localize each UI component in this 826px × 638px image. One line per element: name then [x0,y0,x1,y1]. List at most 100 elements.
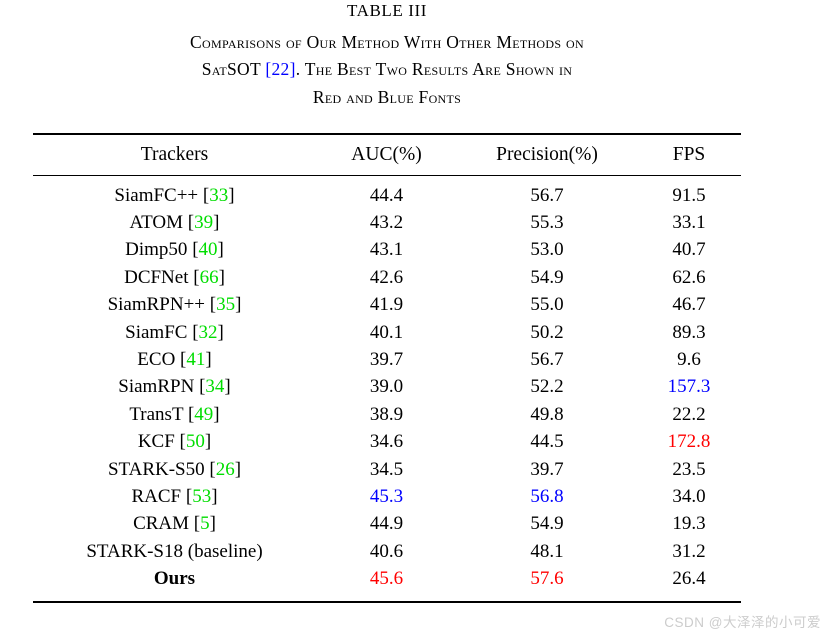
citation-number: 35 [216,294,236,316]
auc-cell: 42.6 [369,266,404,288]
auc-cell: 34.6 [369,431,404,453]
bracket-open: [ [202,184,210,206]
citation-ref[interactable]: [33] [203,185,235,206]
fps-cell: 89.3 [672,321,706,343]
table-number: TABLE III [346,1,428,20]
tracker-name: SiamRPN [118,376,195,398]
tracker-cell: CRAM [5] [33,511,316,538]
precision-cell: 56.7 [530,349,564,371]
table-row: SiamFC [32] 40.1 50.2 89.3 [33,319,741,346]
tracker-cell: Dimp50 [40] [33,237,316,264]
bracket-open: [ [193,266,200,288]
citation-number: 40 [198,239,218,261]
precision-cell: 55.0 [530,294,564,316]
citation-ref[interactable]: [40] [192,239,224,260]
bracket-open: [ [185,485,193,507]
caption-text-post: . The Best Two Results Are Shown in [295,59,573,80]
tracker-cell: TransT [49] [33,401,316,428]
citation-ref[interactable]: [53] [186,486,218,507]
bracket-close: ] [228,184,235,206]
fps-cell: 34.0 [672,485,706,507]
citation-ref[interactable]: [35] [210,294,242,315]
table-row: SiamRPN [34] 39.0 52.2 157.3 [33,374,741,401]
citation-ref[interactable]: [32] [192,322,224,343]
auc-cell: 40.1 [369,321,404,343]
fps-cell: 40.7 [672,239,706,261]
precision-cell: 53.0 [530,239,564,261]
tracker-cell: SiamRPN++ [35] [33,292,316,319]
bracket-close: ] [209,513,216,535]
precision-cell: 48.1 [530,540,564,562]
column-header-fps: FPS [637,134,741,176]
auc-cell: 45.6 [369,568,404,590]
fps-cell: 19.3 [672,513,706,535]
bracket-close: ] [204,431,212,453]
citation-ref[interactable]: [34] [199,376,231,397]
precision-cell: 39.7 [530,458,564,480]
bracket-open: [ [179,431,186,453]
citation-number: 33 [209,184,229,206]
precision-cell: 54.9 [530,266,564,288]
paper-table-block: TABLE III Comparisons of Our Method With… [33,0,741,111]
table-row: STARK-S50 [26] 34.5 39.7 23.5 [33,456,741,483]
citation-number: 53 [192,485,212,507]
auc-cell: 40.6 [369,540,404,562]
precision-cell: 49.8 [530,403,564,425]
bracket-close: ] [205,349,212,371]
tracker-name: KCF [137,431,175,453]
tracker-cell: Ours [33,565,316,601]
citation-ref[interactable]: [49] [188,404,220,425]
header-row: Trackers AUC(%) Precision(%) FPS [33,134,741,176]
citation-number: 26 [215,458,235,480]
table-caption: Comparisons of Our Method With Other Met… [33,29,741,111]
auc-cell: 41.9 [369,294,404,316]
table-body: SiamFC++ [33] 44.4 56.7 91.5 ATOM [39] 4… [33,176,741,602]
bracket-open: [ [209,294,217,316]
precision-cell: 57.6 [530,568,564,590]
citation-number: 50 [185,431,205,453]
fps-cell: 23.5 [672,458,706,480]
precision-cell: 52.2 [530,376,564,398]
citation-ref[interactable]: [5] [194,513,216,534]
bracket-open: [ [193,513,201,535]
table-row: ATOM [39] 43.2 55.3 33.1 [33,209,741,236]
fps-cell: 26.4 [672,568,706,590]
precision-cell: 50.2 [530,321,564,343]
fps-cell: 157.3 [667,376,711,398]
table-row: SiamRPN++ [35] 41.9 55.0 46.7 [33,292,741,319]
precision-cell: 56.8 [530,485,564,507]
precision-cell: 55.3 [530,212,564,234]
tracker-cell: RACF [53] [33,483,316,510]
column-header-precision: Precision(%) [457,134,637,176]
citation-ref[interactable]: [41] [180,349,212,370]
fps-cell: 22.2 [672,403,706,425]
tracker-name: SiamFC [125,321,188,343]
citation-ref[interactable]: [50] [180,431,212,452]
bracket-open: [ [180,349,187,371]
caption-text-pre: SatSOT [201,59,266,80]
watermark: CSDN @大泽泽的小可爱 [664,615,821,630]
citation-ref[interactable]: [26] [209,459,241,480]
fps-cell: 91.5 [672,184,706,206]
tracker-name: RACF [131,485,182,507]
tracker-name: STARK-S50 [107,458,205,480]
table-row: DCFNet [66] 42.6 54.9 62.6 [33,264,741,291]
fps-cell: 33.1 [672,212,706,234]
citation-ref[interactable]: [39] [188,212,220,233]
table-row: SiamFC++ [33] 44.4 56.7 91.5 [33,176,741,210]
auc-cell: 44.9 [369,513,404,535]
tracker-name: ECO [137,349,176,371]
auc-cell: 34.5 [369,458,404,480]
table-header: Trackers AUC(%) Precision(%) FPS [33,134,741,176]
tracker-cell: DCFNet [66] [33,264,316,291]
bracket-open: [ [187,212,195,234]
citation-ref[interactable]: [66] [193,267,225,288]
bracket-close: ] [217,321,224,343]
bracket-open: [ [192,239,199,261]
citation-number: 32 [198,321,218,343]
citation-link[interactable]: [22] [265,59,295,79]
citation-number: 22 [271,59,290,80]
auc-cell: 44.4 [369,184,404,206]
bracket-open: [ [265,59,272,80]
precision-cell: 54.9 [530,513,564,535]
